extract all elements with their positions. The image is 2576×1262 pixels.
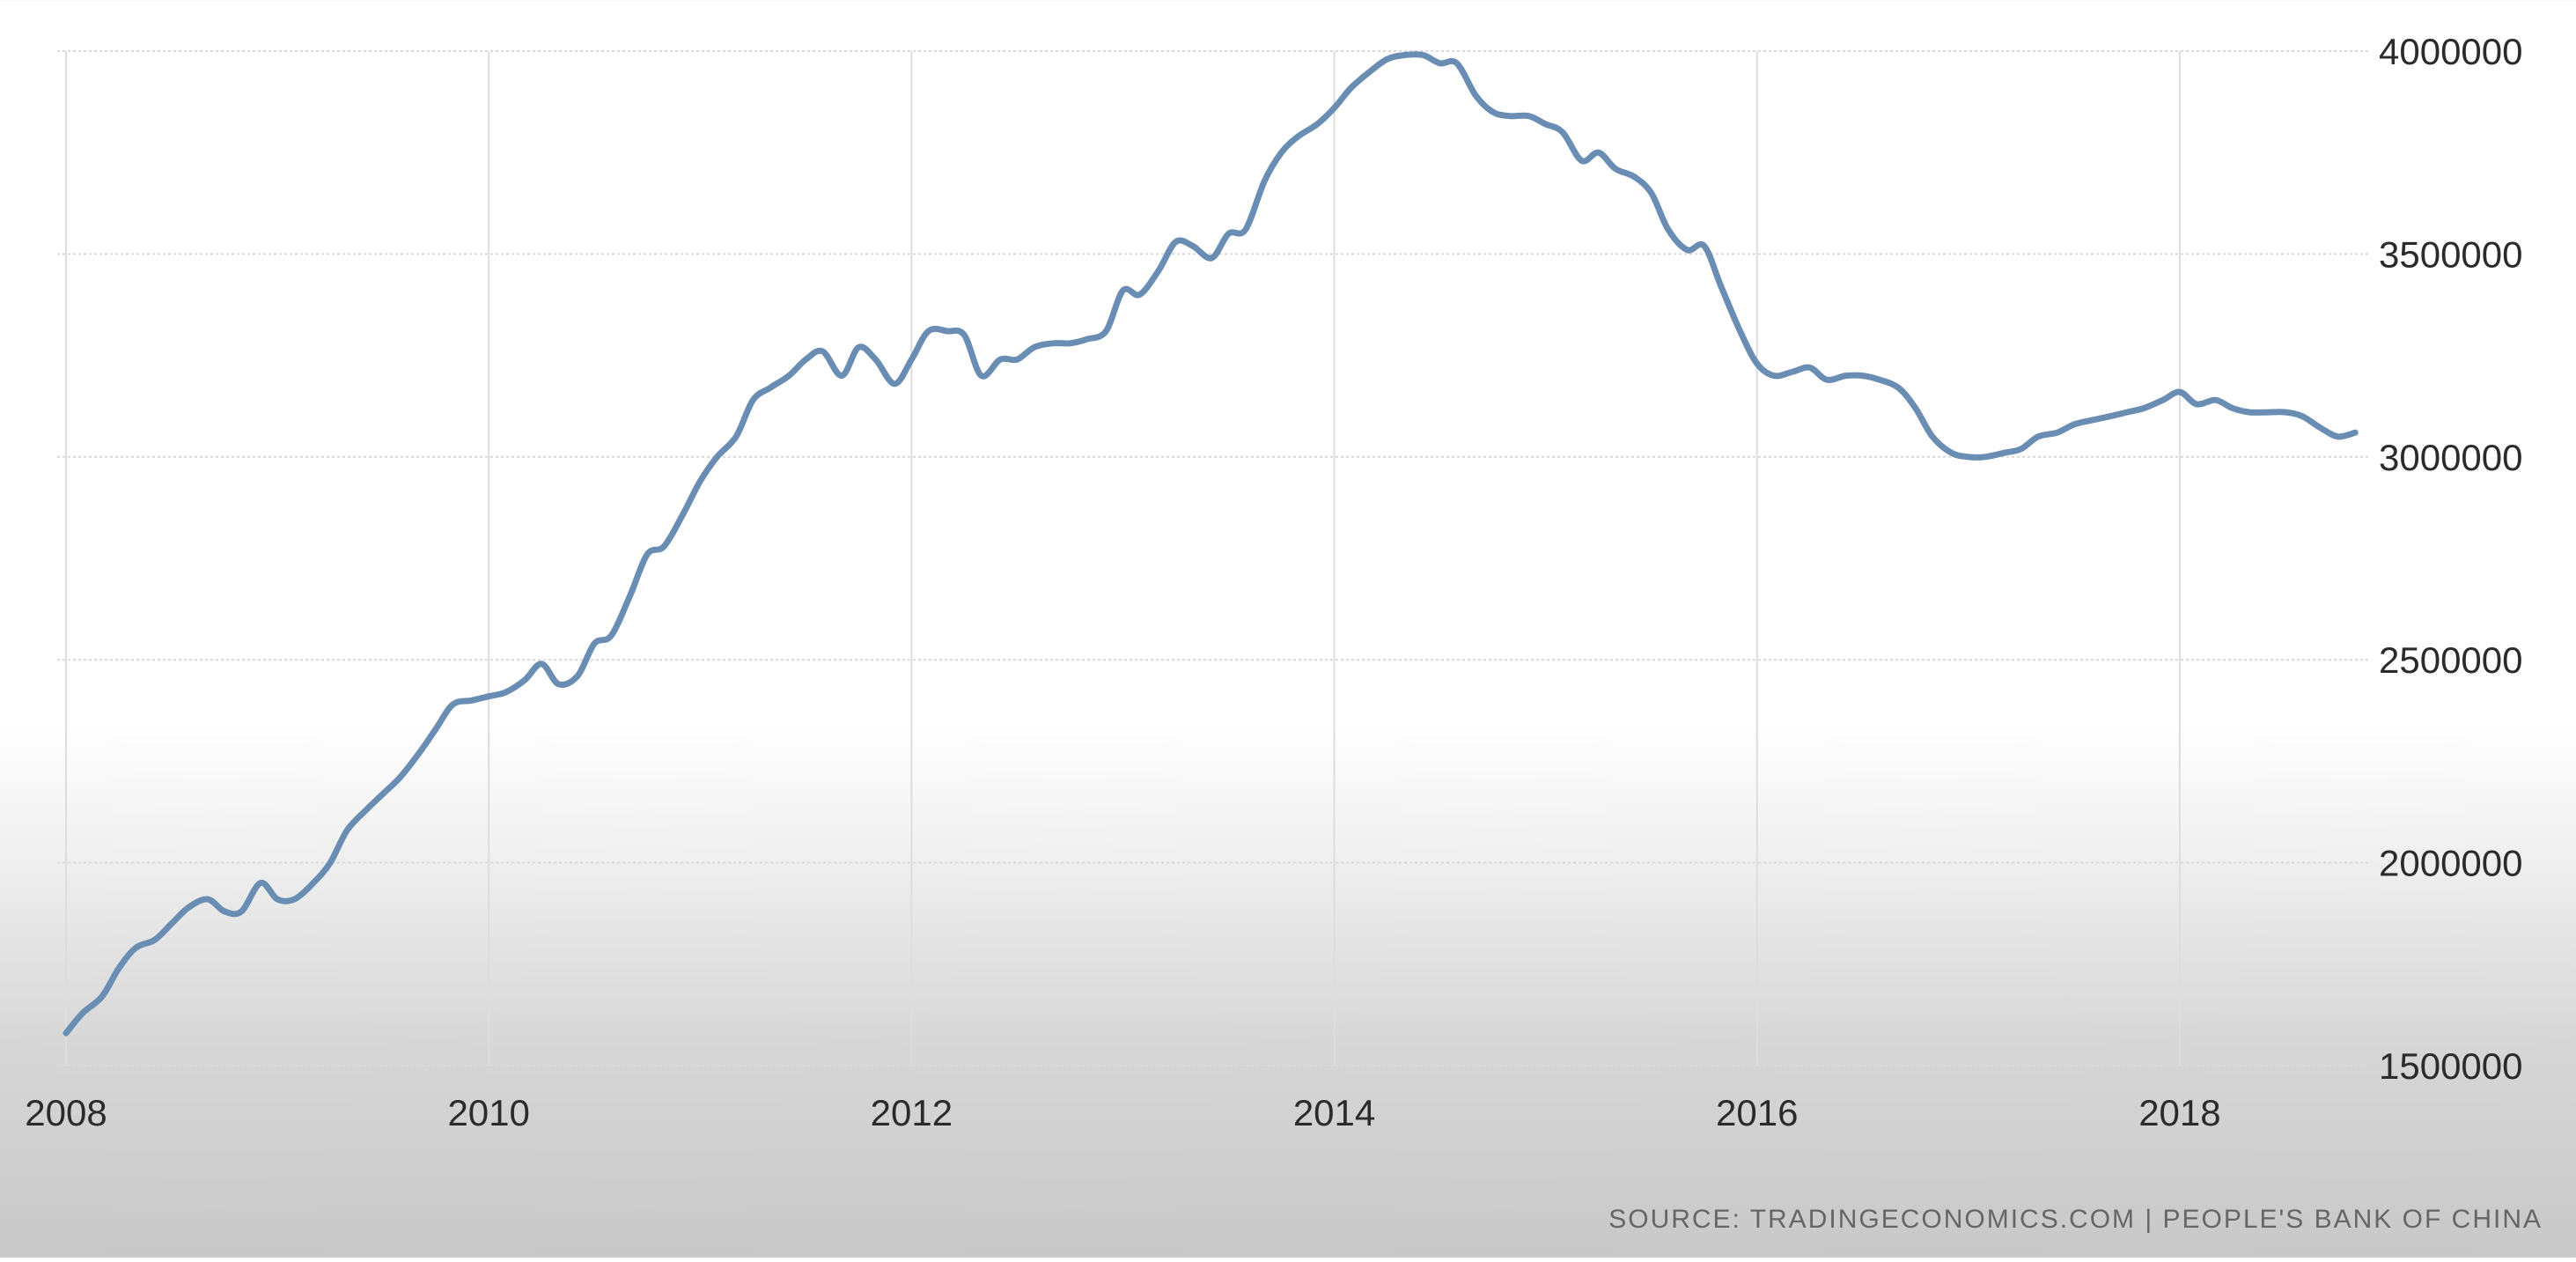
y-tick-label-4000000: 4000000 [2379,31,2523,72]
series-layer [63,51,2359,1037]
x-tick-label-2016: 2016 [1716,1092,1798,1133]
y-tick-label-3500000: 3500000 [2379,233,2523,275]
series-line-0 [63,51,2359,1037]
x-tick-label-2018: 2018 [2138,1092,2220,1133]
y-tick-label-1500000: 1500000 [2379,1045,2523,1087]
y-tick-label-2000000: 2000000 [2379,843,2523,884]
x-tick-label-2010: 2010 [447,1092,529,1133]
source-annotation: SOURCE: TRADINGECONOMICS.COM | PEOPLE'S … [1608,1205,2543,1234]
y-axis-tick-labels: 1500000 2000000 2500000 3000000 3500000 40000… [2379,31,2523,1087]
grid-lines [57,50,2368,1066]
x-tick-label-2008: 2008 [25,1092,107,1133]
y-tick-label-3000000: 3000000 [2379,437,2523,478]
x-tick-label-2012: 2012 [871,1092,953,1133]
x-tick-label-2014: 2014 [1293,1092,1375,1133]
x-axis-tick-labels: 2008 2010 2012 2014 2016 2018 [25,1092,2220,1133]
y-tick-label-2500000: 2500000 [2379,639,2523,681]
